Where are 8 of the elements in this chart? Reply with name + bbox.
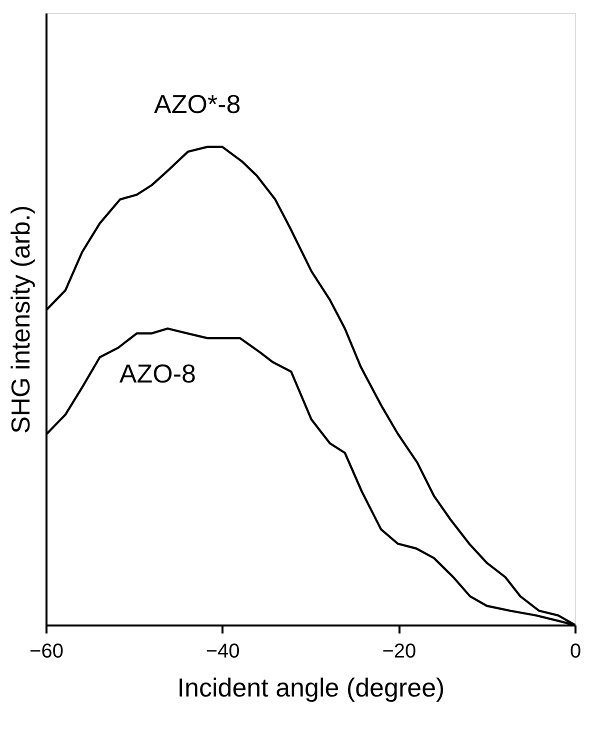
x-tick-label: −60 xyxy=(30,640,64,662)
y-axis-title: SHG intensity (arb.) xyxy=(6,205,36,434)
x-tick-label: −40 xyxy=(206,640,240,662)
x-tick-label: −20 xyxy=(382,640,416,662)
series-label: AZO*-8 xyxy=(154,88,241,119)
x-tick-label: 0 xyxy=(570,640,582,662)
series-label: AZO-8 xyxy=(119,358,196,389)
x-axis-title: Incident angle (degree) xyxy=(177,672,445,702)
